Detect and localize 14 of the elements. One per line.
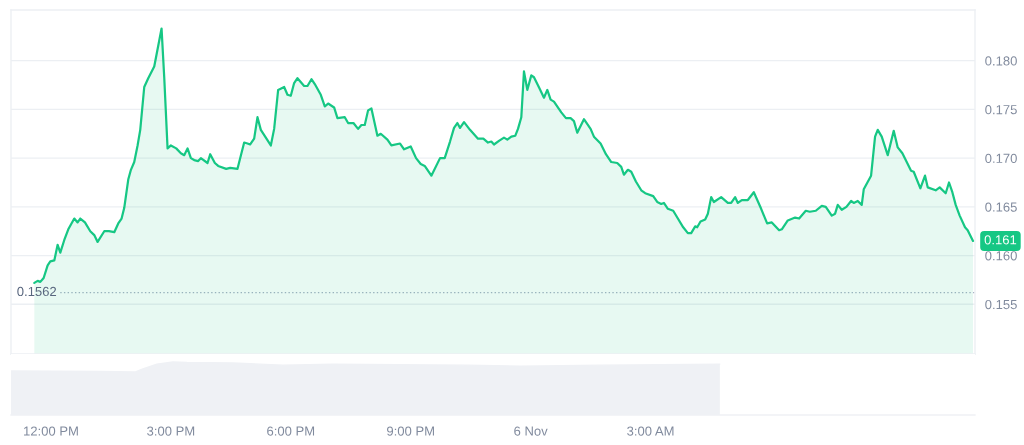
x-tick-label: 9:00 PM	[387, 426, 434, 436]
y-tick-label: 0.160	[985, 251, 1017, 261]
y-tick-label: 0.155	[985, 299, 1017, 310]
y-tick-label: 0.175	[985, 105, 1017, 115]
ref-line-label: 0.1562	[17, 286, 57, 297]
x-tick-label: 12:00 PM	[24, 426, 78, 436]
x-tick-label: 6:00 PM	[267, 426, 315, 436]
y-tick-label: 0.170	[985, 153, 1017, 163]
x-tick-label: 3:00 PM	[147, 426, 195, 436]
x-tick-label: 6 Nov	[514, 426, 548, 436]
y-tick-label: 0.180	[985, 56, 1017, 66]
annotation: 0.161	[984, 235, 1017, 245]
x-tick-label: 3:00 AM	[627, 426, 674, 436]
y-tick-label: 0.165	[985, 202, 1017, 212]
